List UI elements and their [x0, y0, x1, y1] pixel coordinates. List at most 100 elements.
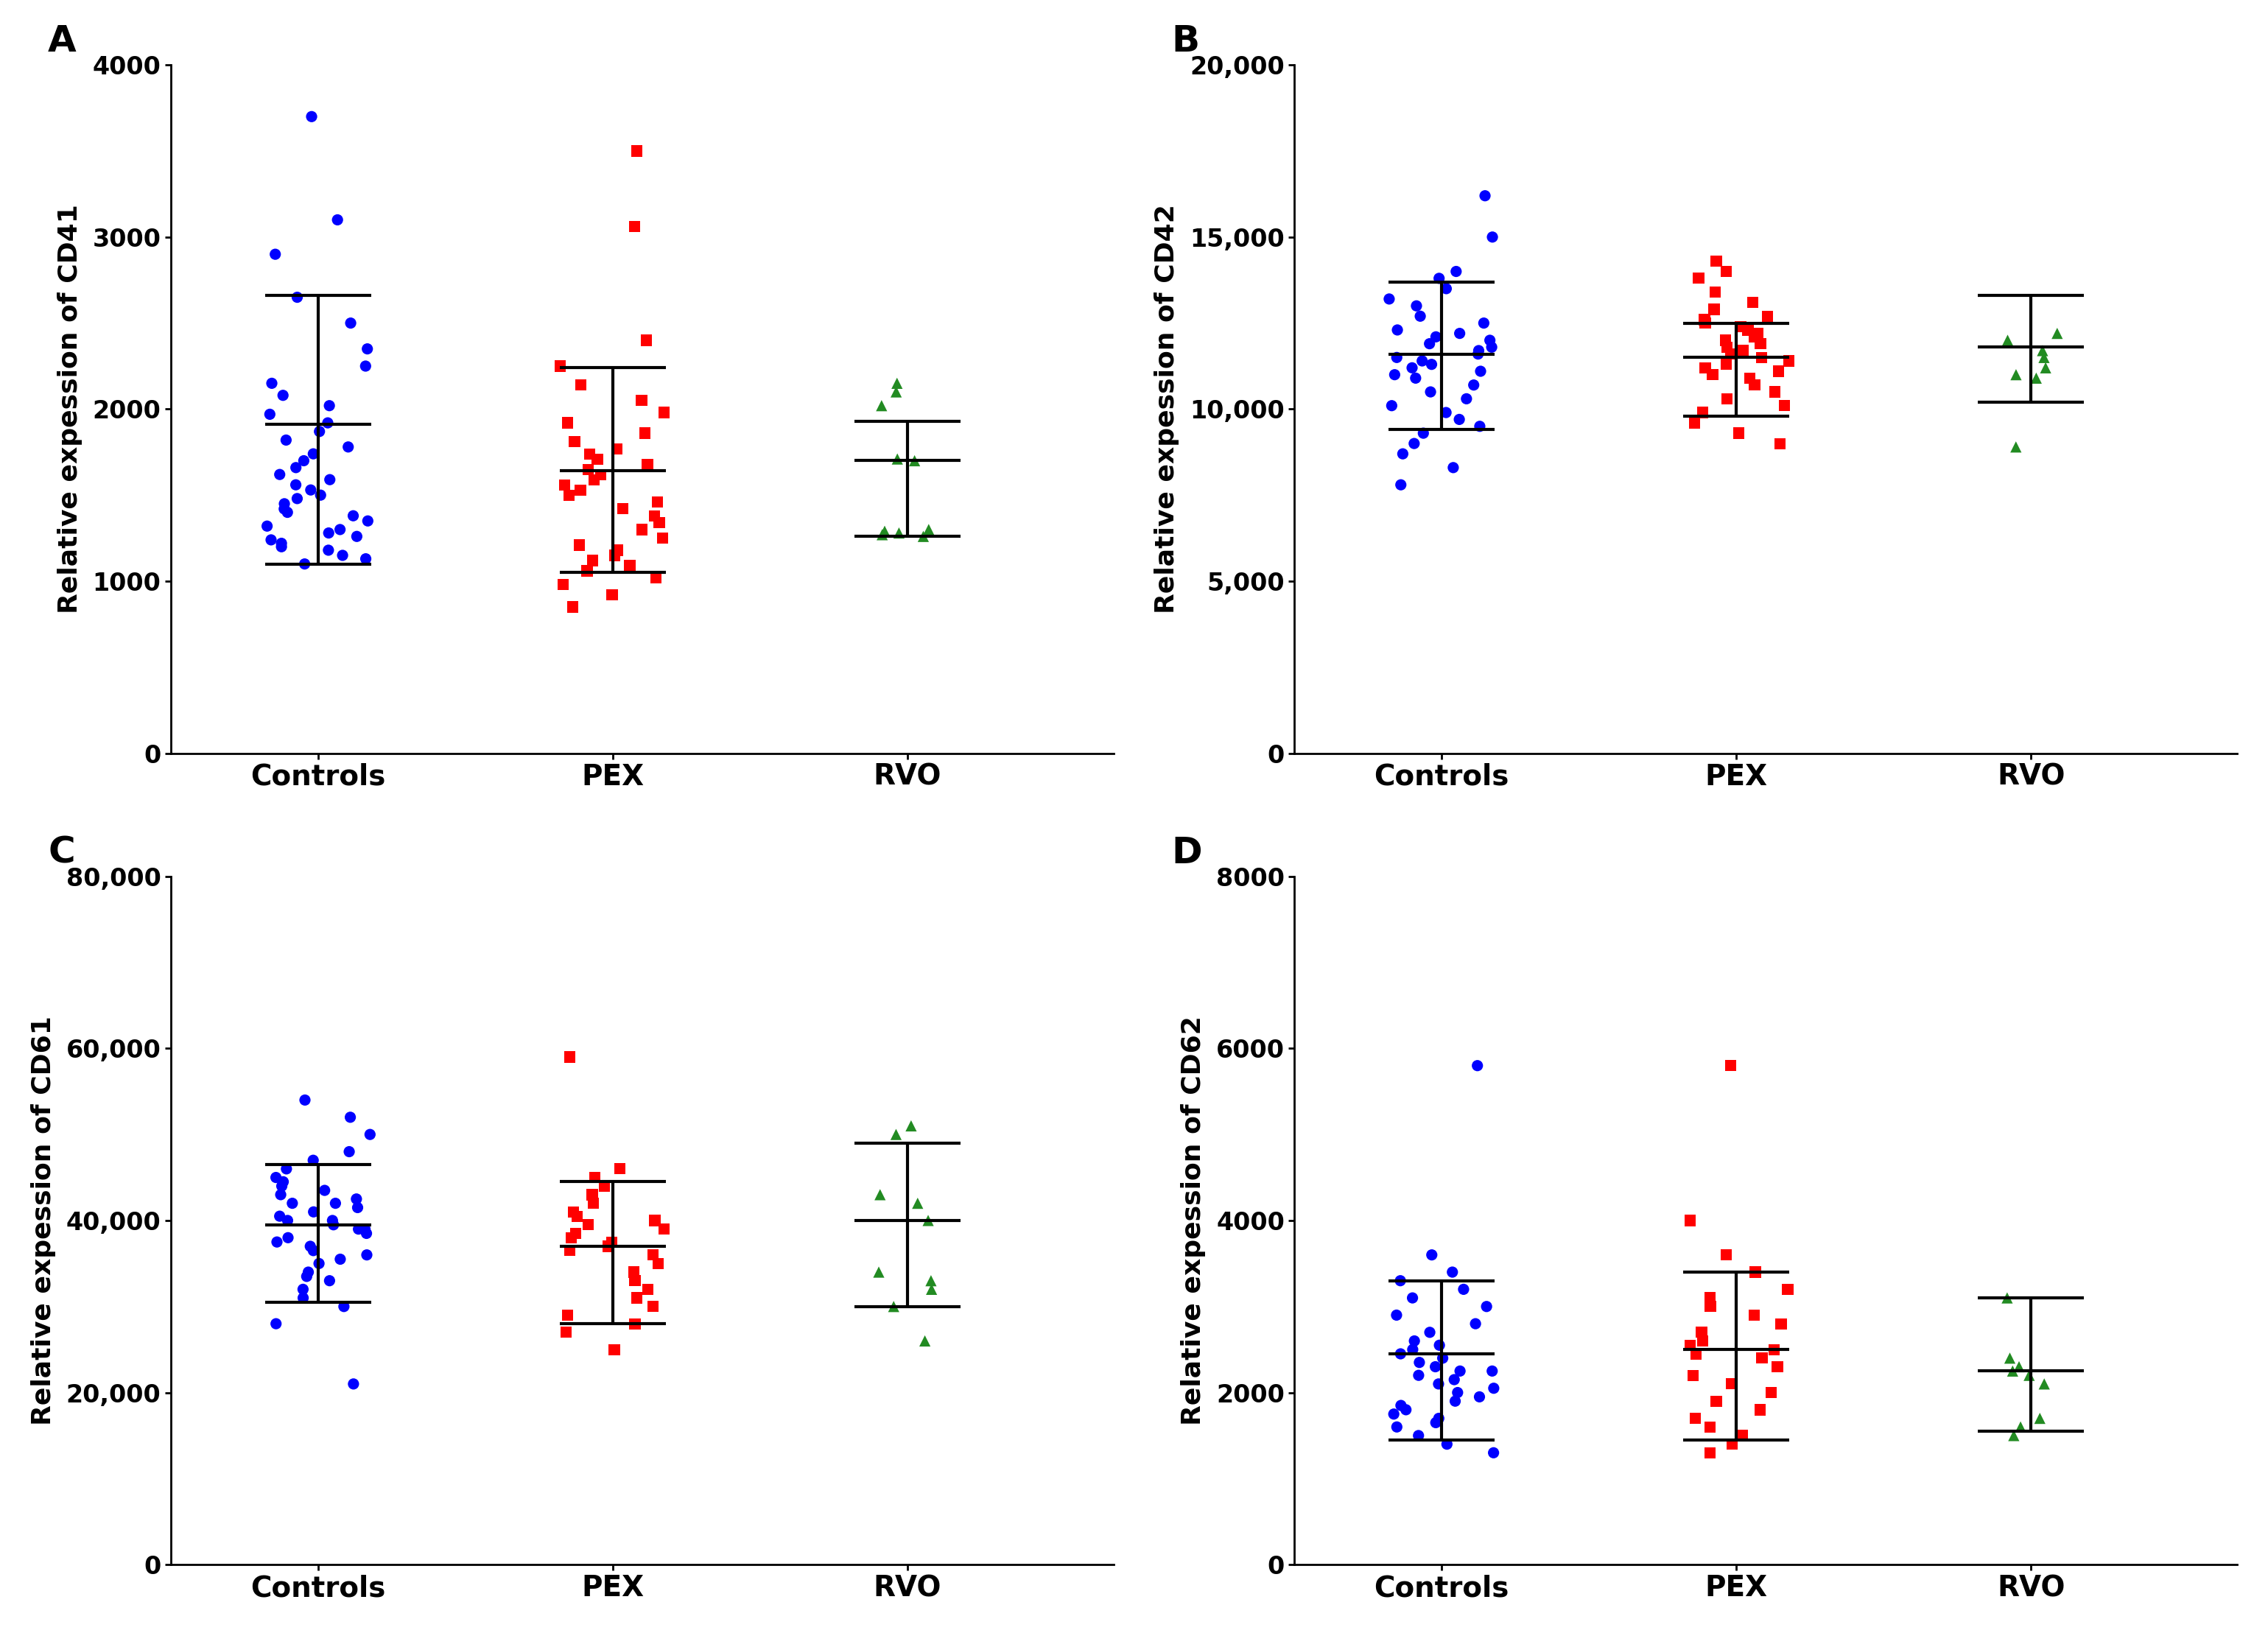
Point — [583, 462, 619, 488]
Point — [277, 454, 313, 480]
Point — [349, 1241, 386, 1267]
Point — [347, 545, 383, 572]
Point — [2039, 320, 2075, 346]
Point — [259, 1230, 295, 1256]
Point — [900, 1190, 937, 1217]
Point — [295, 1199, 331, 1225]
Point — [2025, 1370, 2062, 1396]
Text: D: D — [1173, 834, 1202, 870]
Point — [1461, 341, 1497, 367]
Point — [646, 400, 683, 426]
Point — [617, 214, 653, 240]
Point — [259, 1164, 295, 1190]
Point — [1692, 1285, 1728, 1311]
Point — [1676, 1406, 1712, 1432]
Point — [274, 1190, 311, 1217]
Y-axis label: Relative expession of CD61: Relative expession of CD61 — [32, 1016, 57, 1426]
Point — [347, 353, 383, 379]
Point — [1712, 1053, 1749, 1079]
Point — [866, 518, 903, 544]
Point — [1424, 1346, 1461, 1372]
Point — [1708, 258, 1744, 284]
Point — [1749, 304, 1785, 330]
Point — [277, 472, 313, 498]
Point — [635, 1293, 671, 1319]
Point — [306, 1177, 342, 1204]
Y-axis label: Relative expession of CD42: Relative expession of CD42 — [1154, 204, 1179, 614]
Point — [1769, 1277, 1805, 1303]
Point — [1440, 407, 1476, 433]
Point — [1379, 317, 1415, 343]
Point — [1740, 320, 1776, 346]
Point — [637, 1207, 674, 1233]
Point — [1687, 310, 1724, 336]
Point — [1433, 1259, 1470, 1285]
Point — [875, 1293, 912, 1319]
Point — [1476, 1375, 1513, 1401]
Point — [578, 446, 615, 472]
Point — [1683, 1319, 1719, 1346]
Point — [1998, 434, 2034, 461]
Point — [315, 1207, 352, 1233]
Point — [1449, 385, 1486, 412]
Point — [268, 426, 304, 452]
Point — [646, 1217, 683, 1243]
Point — [1436, 454, 1472, 480]
Point — [599, 537, 635, 563]
Point — [878, 1122, 914, 1148]
Point — [907, 1328, 943, 1354]
Point — [612, 552, 649, 578]
Point — [331, 434, 367, 461]
Point — [293, 103, 329, 129]
Point — [1467, 183, 1504, 209]
Point — [295, 1238, 331, 1264]
Point — [1991, 1346, 2028, 1372]
Point — [1708, 385, 1744, 412]
Point — [569, 1212, 606, 1238]
Point — [336, 1370, 372, 1396]
Point — [585, 1172, 621, 1199]
Point — [1413, 379, 1449, 405]
Y-axis label: Relative expession of CD41: Relative expession of CD41 — [57, 204, 82, 614]
Point — [2021, 1406, 2057, 1432]
Point — [1708, 351, 1744, 377]
Point — [576, 1164, 612, 1190]
Point — [1379, 1302, 1415, 1328]
Point — [279, 485, 315, 511]
Point — [1687, 354, 1724, 380]
Point — [302, 482, 338, 508]
Point — [544, 572, 581, 598]
Point — [261, 462, 297, 488]
Point — [569, 456, 606, 482]
Point — [1474, 224, 1510, 250]
Point — [331, 1138, 367, 1164]
Point — [556, 1199, 592, 1225]
Point — [1724, 338, 1760, 364]
Point — [631, 1277, 667, 1303]
Point — [599, 436, 635, 462]
Point — [1687, 307, 1724, 333]
Point — [1395, 1336, 1431, 1362]
Point — [327, 1293, 363, 1319]
Point — [270, 1225, 306, 1251]
Point — [635, 1241, 671, 1267]
Point — [286, 1285, 322, 1311]
Point — [293, 477, 329, 503]
Point — [302, 1251, 338, 1277]
Point — [286, 1088, 322, 1114]
Point — [1737, 372, 1774, 398]
Point — [1672, 1333, 1708, 1359]
Point — [1399, 1422, 1436, 1448]
Point — [628, 451, 665, 477]
Point — [279, 284, 315, 310]
Point — [878, 379, 914, 405]
Point — [340, 1194, 376, 1220]
Point — [1735, 289, 1771, 315]
Point — [1735, 1302, 1771, 1328]
Point — [263, 534, 299, 560]
Point — [1692, 1414, 1728, 1440]
Point — [286, 447, 322, 474]
Point — [322, 1246, 358, 1272]
Point — [572, 441, 608, 467]
Point — [880, 446, 916, 472]
